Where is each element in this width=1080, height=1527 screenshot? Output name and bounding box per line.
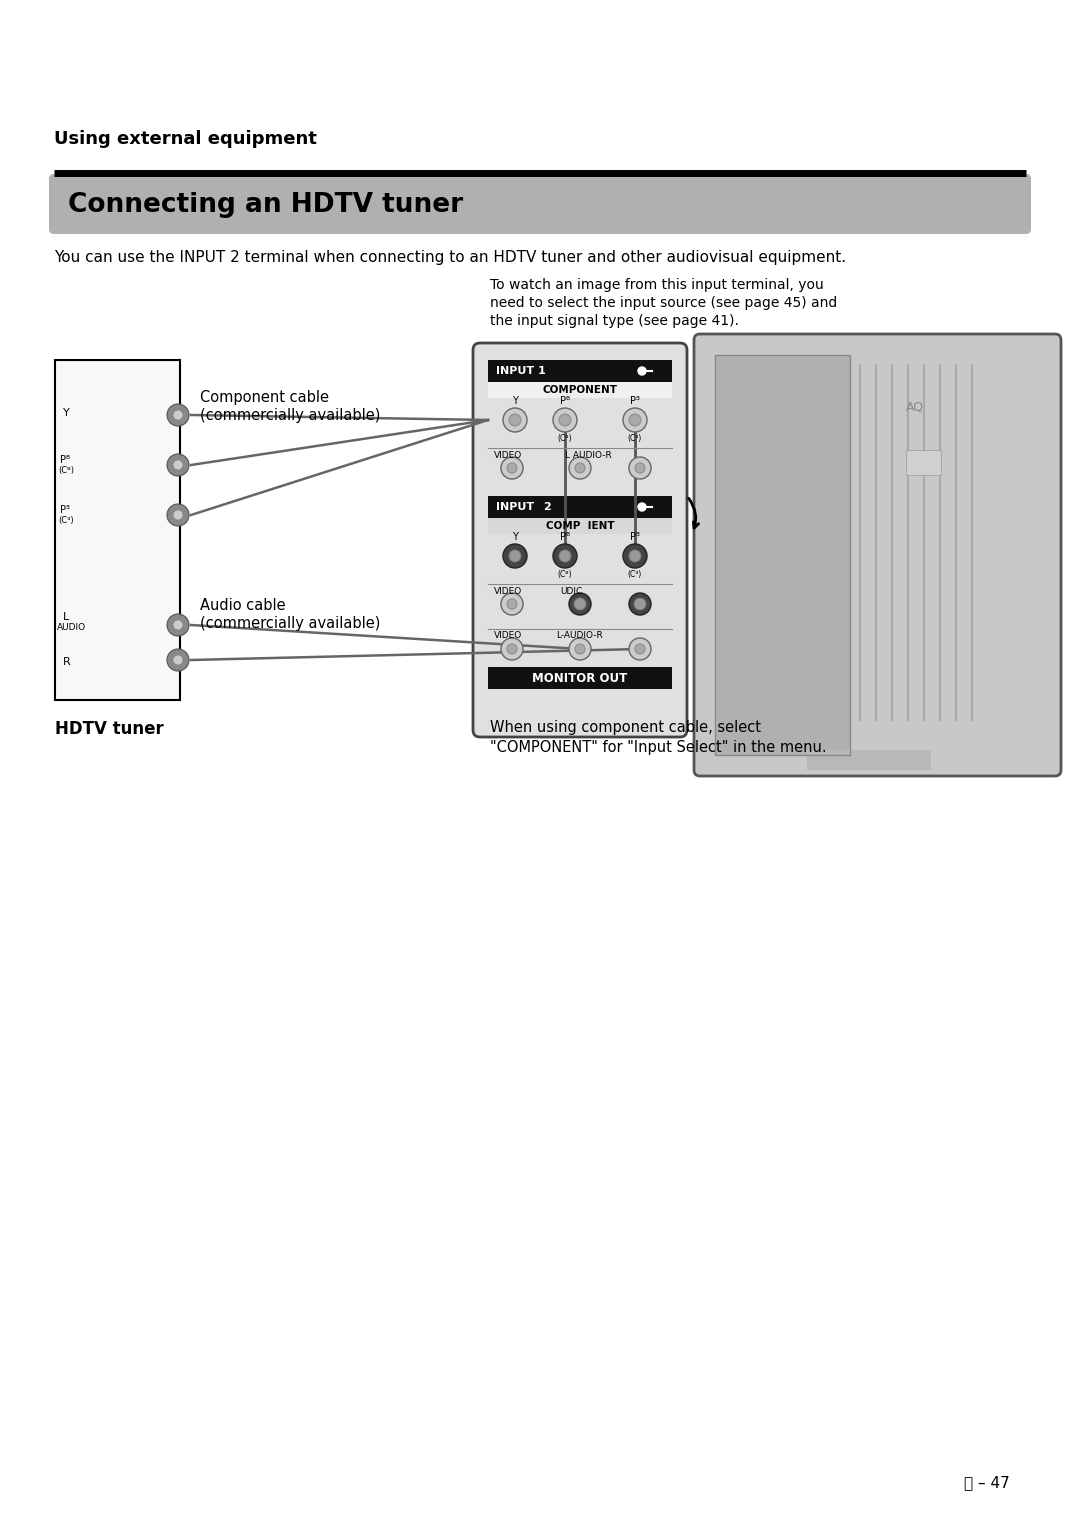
Text: VIDEO: VIDEO [494, 450, 523, 460]
Text: VIDEO: VIDEO [494, 632, 523, 640]
Text: (Cᴲ): (Cᴲ) [627, 434, 643, 443]
Text: Using external equipment: Using external equipment [54, 130, 316, 148]
Circle shape [167, 614, 189, 637]
Circle shape [503, 544, 527, 568]
Circle shape [569, 638, 591, 660]
Circle shape [167, 454, 189, 476]
Circle shape [638, 502, 646, 512]
Polygon shape [55, 360, 180, 699]
Circle shape [507, 644, 517, 654]
Circle shape [507, 599, 517, 609]
Circle shape [167, 649, 189, 670]
Text: the input signal type (see page 41).: the input signal type (see page 41). [490, 315, 739, 328]
Text: AQ: AQ [906, 400, 924, 412]
Text: COMP  IENT: COMP IENT [545, 521, 615, 531]
Text: (Cᴮ): (Cᴮ) [557, 434, 572, 443]
Text: INPUT: INPUT [496, 502, 535, 512]
Text: Connecting an HDTV tuner: Connecting an HDTV tuner [68, 192, 463, 218]
Text: Pᴮ: Pᴮ [60, 455, 70, 466]
FancyBboxPatch shape [473, 344, 687, 738]
Circle shape [629, 457, 651, 479]
Text: VIDEO: VIDEO [494, 586, 523, 596]
Text: Y: Y [512, 531, 518, 542]
Circle shape [509, 550, 521, 562]
Text: need to select the input source (see page 45) and: need to select the input source (see pag… [490, 296, 837, 310]
Circle shape [623, 544, 647, 568]
Circle shape [507, 463, 517, 473]
Circle shape [629, 550, 642, 562]
Circle shape [501, 457, 523, 479]
Circle shape [173, 620, 183, 631]
FancyBboxPatch shape [694, 334, 1061, 776]
Text: You can use the INPUT 2 terminal when connecting to an HDTV tuner and other audi: You can use the INPUT 2 terminal when co… [54, 250, 846, 266]
Circle shape [509, 414, 521, 426]
Circle shape [173, 655, 183, 664]
Text: To watch an image from this input terminal, you: To watch an image from this input termin… [490, 278, 824, 292]
Text: AUDIO: AUDIO [57, 623, 86, 632]
Circle shape [559, 414, 571, 426]
Text: (Cᴲ): (Cᴲ) [627, 570, 643, 579]
Text: "COMPONENT" for "Input Select" in the menu.: "COMPONENT" for "Input Select" in the me… [490, 741, 826, 754]
Circle shape [569, 592, 591, 615]
Text: Pᴮ: Pᴮ [559, 531, 570, 542]
Circle shape [173, 411, 183, 420]
Circle shape [167, 504, 189, 525]
Circle shape [167, 405, 189, 426]
Text: COMPONENT: COMPONENT [542, 385, 618, 395]
Text: (Cᴲ): (Cᴲ) [58, 516, 73, 524]
Circle shape [553, 544, 577, 568]
Text: MONITOR OUT: MONITOR OUT [532, 672, 627, 684]
Circle shape [634, 599, 646, 609]
Circle shape [575, 644, 585, 654]
Text: ⓔ – 47: ⓔ – 47 [964, 1475, 1010, 1490]
Text: (Cᴮ): (Cᴮ) [557, 570, 572, 579]
Circle shape [569, 457, 591, 479]
Polygon shape [488, 360, 672, 382]
Text: Audio cable: Audio cable [200, 599, 285, 612]
Text: HDTV tuner: HDTV tuner [55, 721, 164, 738]
Circle shape [173, 460, 183, 470]
Circle shape [559, 550, 571, 562]
Text: Pᴲ: Pᴲ [630, 395, 639, 406]
Circle shape [501, 592, 523, 615]
Circle shape [553, 408, 577, 432]
Polygon shape [488, 518, 672, 534]
Circle shape [629, 638, 651, 660]
Polygon shape [488, 667, 672, 689]
Text: (Cᴮ): (Cᴮ) [58, 466, 75, 475]
Text: (commercially available): (commercially available) [200, 408, 380, 423]
Text: 2: 2 [543, 502, 551, 512]
Polygon shape [488, 382, 672, 399]
Circle shape [629, 592, 651, 615]
Text: Component cable: Component cable [200, 389, 329, 405]
Text: Pᴲ: Pᴲ [60, 505, 70, 515]
Circle shape [635, 644, 645, 654]
Circle shape [173, 510, 183, 521]
Text: INPUT 1: INPUT 1 [496, 366, 545, 376]
Circle shape [638, 366, 646, 376]
Polygon shape [715, 354, 850, 754]
Text: L AUDIO-R: L AUDIO-R [565, 450, 611, 460]
Text: Pᴲ: Pᴲ [630, 531, 639, 542]
Circle shape [501, 638, 523, 660]
Polygon shape [807, 750, 931, 770]
Circle shape [629, 414, 642, 426]
Circle shape [635, 463, 645, 473]
FancyBboxPatch shape [49, 174, 1031, 234]
Text: R: R [63, 657, 71, 667]
Circle shape [623, 408, 647, 432]
Polygon shape [488, 496, 672, 518]
Text: (commercially available): (commercially available) [200, 615, 380, 631]
Circle shape [503, 408, 527, 432]
Text: Pᴮ: Pᴮ [559, 395, 570, 406]
Text: Y: Y [63, 408, 70, 418]
Text: Y: Y [512, 395, 518, 406]
Text: UDIC: UDIC [561, 586, 582, 596]
Text: L-AUDIO-R: L-AUDIO-R [556, 632, 603, 640]
Circle shape [573, 599, 586, 609]
Text: L: L [63, 612, 69, 621]
Circle shape [575, 463, 585, 473]
Polygon shape [906, 450, 941, 475]
Text: When using component cable, select: When using component cable, select [490, 721, 761, 734]
